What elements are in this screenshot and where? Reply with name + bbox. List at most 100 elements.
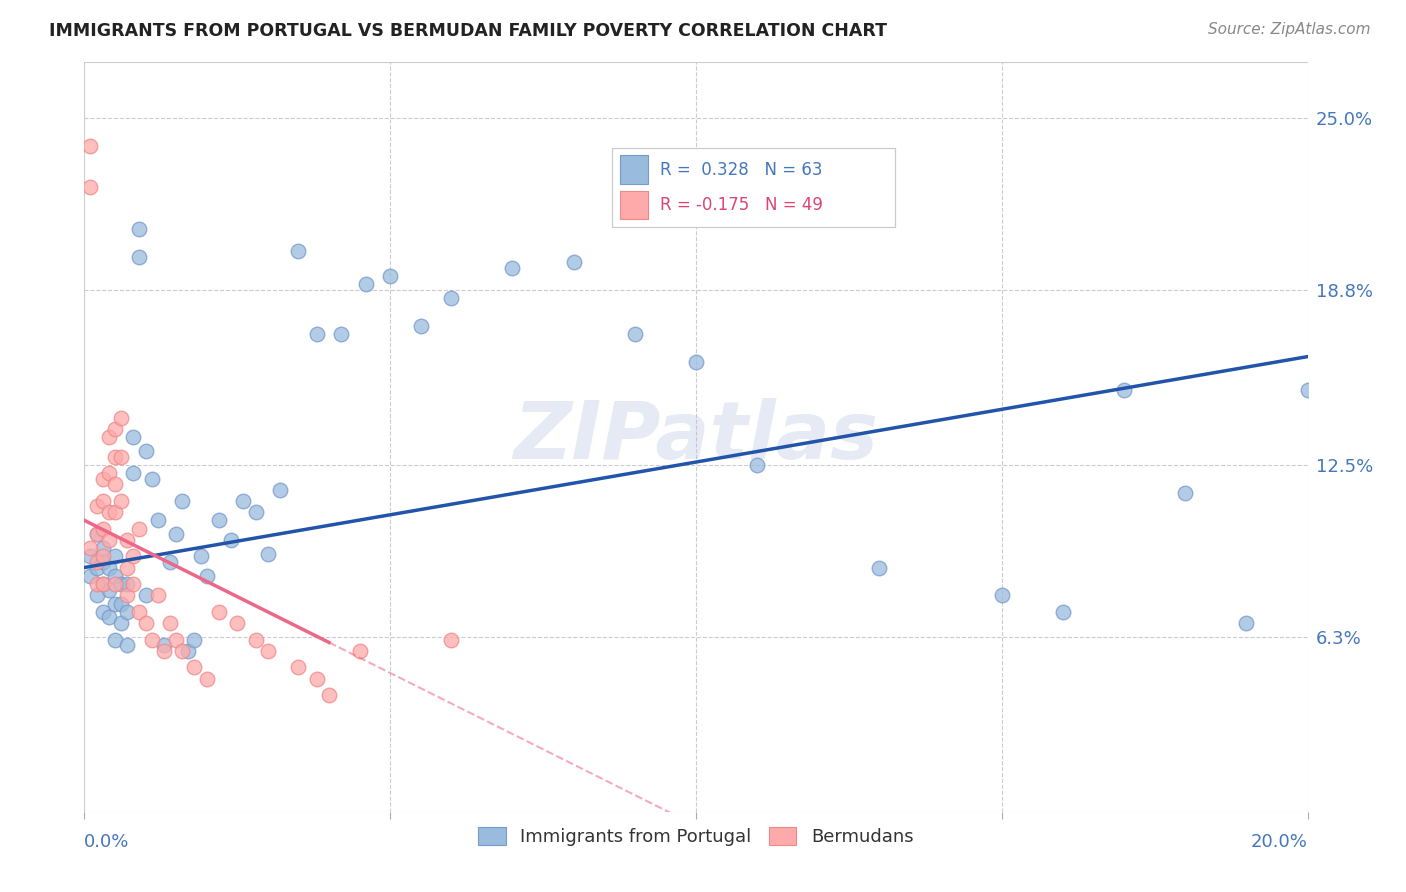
Point (409, 319, 432, 334)
Point (330, 327, 353, 342)
Text: Source: ZipAtlas.com: Source: ZipAtlas.com (1208, 22, 1371, 37)
Text: 0.0%: 0.0% (84, 833, 129, 851)
Point (354, 277, 377, 292)
Point (115, 588, 138, 602)
Point (183, 632, 205, 647)
Point (110, 410, 132, 425)
Point (115, 605, 138, 619)
Point (747, 458, 769, 472)
Text: R = -0.175   N = 49: R = -0.175 N = 49 (659, 196, 823, 214)
Point (91, 494, 114, 508)
Point (97, 430, 120, 444)
Point (1114, 383, 1136, 397)
Point (91, 472, 114, 486)
Point (269, 483, 291, 497)
Point (440, 632, 463, 647)
Point (110, 615, 132, 630)
Point (440, 291, 463, 305)
Point (91, 549, 114, 564)
Point (97, 533, 120, 547)
Point (104, 422, 127, 436)
Point (91, 541, 114, 555)
Point (91, 522, 114, 536)
Point (1052, 605, 1074, 619)
Text: IMMIGRANTS FROM PORTUGAL VS BERMUDAN FAMILY POVERTY CORRELATION CHART: IMMIGRANTS FROM PORTUGAL VS BERMUDAN FAM… (49, 22, 887, 40)
Point (257, 644, 280, 658)
Point (141, 472, 163, 486)
Point (219, 533, 242, 547)
Point (165, 632, 187, 647)
Point (91, 577, 114, 591)
Point (115, 577, 138, 591)
Point (153, 644, 176, 658)
Point (104, 549, 127, 564)
Point (245, 632, 267, 647)
Point (79, 549, 101, 564)
Point (79, 569, 101, 583)
Point (1236, 615, 1258, 630)
Point (110, 450, 132, 464)
Point (110, 494, 132, 508)
Point (104, 632, 127, 647)
Point (128, 605, 150, 619)
Point (1296, 383, 1319, 397)
Point (86, 527, 108, 541)
Point (86, 500, 108, 514)
Point (685, 355, 707, 369)
Point (159, 555, 181, 569)
Point (159, 615, 181, 630)
Point (380, 269, 402, 284)
Point (183, 660, 205, 674)
Point (349, 644, 371, 658)
Point (195, 672, 218, 686)
Point (97, 610, 120, 624)
Point (624, 327, 647, 342)
Point (128, 250, 150, 264)
Point (91, 605, 114, 619)
Text: 20.0%: 20.0% (1251, 833, 1308, 851)
Point (502, 260, 524, 275)
Point (128, 522, 150, 536)
Point (79, 138, 101, 153)
Point (86, 560, 108, 574)
Point (91, 577, 114, 591)
Point (190, 549, 212, 564)
Point (172, 644, 194, 658)
Point (226, 615, 249, 630)
Point (287, 244, 309, 259)
Point (128, 222, 150, 236)
Point (165, 527, 187, 541)
Point (177, 644, 200, 658)
Point (153, 638, 176, 652)
Point (146, 588, 169, 602)
Point (991, 588, 1014, 602)
Point (122, 430, 145, 444)
Point (115, 638, 138, 652)
Point (97, 466, 120, 480)
Point (104, 577, 127, 591)
Point (305, 672, 328, 686)
Point (208, 513, 231, 527)
Legend: Immigrants from Portugal, Bermudans: Immigrants from Portugal, Bermudans (470, 818, 922, 855)
Point (141, 632, 163, 647)
Point (135, 444, 157, 458)
Point (195, 569, 218, 583)
Point (104, 450, 127, 464)
Point (115, 533, 138, 547)
Point (110, 577, 132, 591)
Text: ZIPatlas: ZIPatlas (513, 398, 879, 476)
Point (97, 582, 120, 597)
Point (86, 527, 108, 541)
Point (110, 597, 132, 611)
Point (104, 569, 127, 583)
Point (172, 494, 194, 508)
Point (257, 547, 280, 561)
Point (104, 477, 127, 491)
Point (97, 560, 120, 574)
Point (86, 577, 108, 591)
Point (869, 560, 891, 574)
Point (135, 615, 157, 630)
Point (79, 541, 101, 555)
Point (208, 605, 231, 619)
Point (79, 180, 101, 194)
